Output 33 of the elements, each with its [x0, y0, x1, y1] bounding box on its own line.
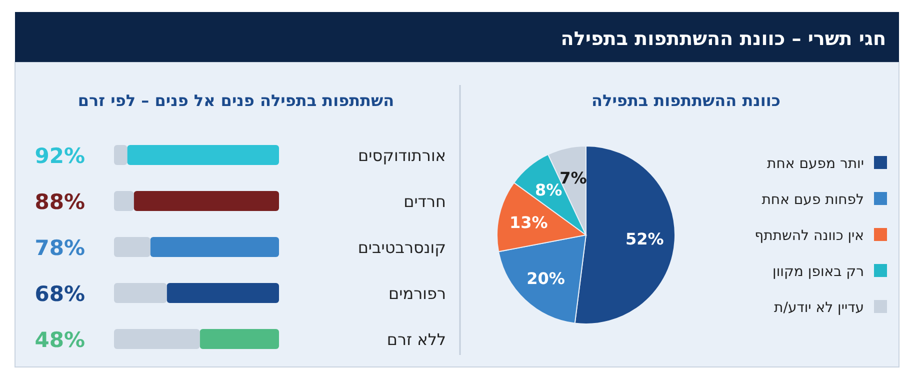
chart-title: כוונת ההשתתפות בתפילה — [592, 91, 780, 110]
bar — [114, 283, 167, 303]
y-tick-label: רפורמים — [388, 284, 446, 303]
y-tick-label: אורתודוקסים — [358, 146, 446, 165]
text: חגי תשרי – כוונת ההשתתפות בתפילה — [560, 28, 886, 50]
legend-label: עדיין לא יודע/ת — [774, 300, 864, 316]
y-tick-label: קונסרבטיבים — [358, 238, 446, 257]
bar — [114, 145, 128, 165]
data-label: 78% — [34, 236, 85, 260]
legend-label: רק באופן מקוון — [772, 264, 864, 280]
legend-label: לפחות פעם אחת — [762, 192, 864, 208]
bar — [150, 237, 279, 257]
legend-label: יותר מפעם אחת — [767, 156, 864, 172]
data-label: 20% — [526, 268, 565, 288]
bar — [114, 237, 150, 257]
bar — [114, 329, 200, 349]
legend-label: אין כוונה להשתתף — [754, 228, 864, 244]
bar — [114, 191, 134, 211]
bar — [134, 191, 279, 211]
data-label: 92% — [34, 144, 85, 168]
bar — [200, 329, 279, 349]
data-label: 13% — [510, 213, 548, 232]
y-tick-label: ללא זרם — [386, 330, 446, 349]
bar — [127, 145, 279, 165]
y-tick-label: חרדים — [404, 192, 446, 211]
chart-title: השתתפות בתפילה פנים אל פנים – לפי זרם — [78, 91, 394, 110]
bar — [166, 283, 279, 303]
data-label: 48% — [34, 328, 85, 352]
data-label: 8% — [534, 180, 562, 200]
data-label: 88% — [34, 190, 85, 214]
data-label: 7% — [560, 168, 587, 188]
data-label: 52% — [625, 230, 664, 249]
data-label: 68% — [34, 282, 85, 306]
